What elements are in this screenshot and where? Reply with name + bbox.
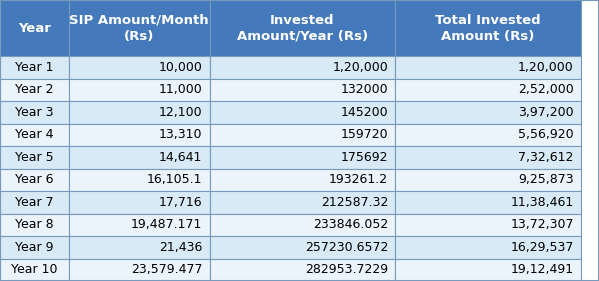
Text: Year 3: Year 3: [15, 106, 54, 119]
Text: 233846.052: 233846.052: [313, 218, 388, 231]
Bar: [69, 146, 210, 169]
Text: Invested
Amount/Year (Rs): Invested Amount/Year (Rs): [237, 13, 368, 43]
Text: 17,716: 17,716: [159, 196, 202, 209]
Bar: [395, 79, 581, 101]
Text: 12,100: 12,100: [159, 106, 202, 119]
Text: Year 4: Year 4: [15, 128, 54, 141]
Bar: [210, 0, 395, 56]
Text: 257230.6572: 257230.6572: [305, 241, 388, 254]
Bar: [69, 191, 210, 214]
Bar: [0, 0, 69, 56]
Text: Year 8: Year 8: [15, 218, 54, 231]
Bar: [69, 259, 210, 281]
Bar: [395, 191, 581, 214]
Bar: [395, 146, 581, 169]
Bar: [210, 169, 395, 191]
Text: Total Invested
Amount (Rs): Total Invested Amount (Rs): [435, 13, 541, 43]
Bar: [69, 56, 210, 79]
Text: Year 7: Year 7: [15, 196, 54, 209]
Text: 1,20,000: 1,20,000: [332, 61, 388, 74]
Bar: [69, 0, 210, 56]
Text: 132000: 132000: [340, 83, 388, 96]
Text: 19,487.171: 19,487.171: [131, 218, 202, 231]
Bar: [395, 259, 581, 281]
Text: 159720: 159720: [340, 128, 388, 141]
Bar: [395, 214, 581, 236]
Text: Year: Year: [18, 22, 51, 35]
Bar: [395, 124, 581, 146]
Bar: [0, 79, 69, 101]
Text: 145200: 145200: [340, 106, 388, 119]
Text: 13,310: 13,310: [159, 128, 202, 141]
Text: 19,12,491: 19,12,491: [511, 263, 574, 276]
Bar: [210, 101, 395, 124]
Text: 16,29,537: 16,29,537: [510, 241, 574, 254]
Text: SIP Amount/Month
(Rs): SIP Amount/Month (Rs): [69, 13, 209, 43]
Bar: [69, 169, 210, 191]
Bar: [395, 0, 581, 56]
Text: 2,52,000: 2,52,000: [518, 83, 574, 96]
Bar: [210, 191, 395, 214]
Bar: [69, 124, 210, 146]
Bar: [69, 236, 210, 259]
Bar: [210, 214, 395, 236]
Text: 1,20,000: 1,20,000: [518, 61, 574, 74]
Bar: [69, 79, 210, 101]
Text: Year 2: Year 2: [15, 83, 54, 96]
Text: 16,105.1: 16,105.1: [147, 173, 202, 186]
Bar: [210, 259, 395, 281]
Bar: [0, 214, 69, 236]
Text: 212587.32: 212587.32: [321, 196, 388, 209]
Bar: [395, 101, 581, 124]
Text: 9,25,873: 9,25,873: [518, 173, 574, 186]
Bar: [210, 236, 395, 259]
Bar: [0, 236, 69, 259]
Bar: [395, 236, 581, 259]
Bar: [395, 56, 581, 79]
Bar: [210, 56, 395, 79]
Text: 175692: 175692: [341, 151, 388, 164]
Text: 13,72,307: 13,72,307: [510, 218, 574, 231]
Text: 23,579.477: 23,579.477: [131, 263, 202, 276]
Bar: [0, 56, 69, 79]
Bar: [210, 124, 395, 146]
Text: 7,32,612: 7,32,612: [519, 151, 574, 164]
Text: Year 5: Year 5: [15, 151, 54, 164]
Bar: [69, 101, 210, 124]
Bar: [69, 214, 210, 236]
Bar: [0, 124, 69, 146]
Text: 11,38,461: 11,38,461: [510, 196, 574, 209]
Text: Year 9: Year 9: [15, 241, 54, 254]
Text: 14,641: 14,641: [159, 151, 202, 164]
Text: 3,97,200: 3,97,200: [518, 106, 574, 119]
Bar: [0, 101, 69, 124]
Bar: [210, 146, 395, 169]
Bar: [0, 191, 69, 214]
Bar: [0, 259, 69, 281]
Text: 21,436: 21,436: [159, 241, 202, 254]
Bar: [0, 169, 69, 191]
Text: Year 6: Year 6: [15, 173, 54, 186]
Text: 193261.2: 193261.2: [329, 173, 388, 186]
Text: Year 1: Year 1: [15, 61, 54, 74]
Bar: [210, 79, 395, 101]
Text: 11,000: 11,000: [159, 83, 202, 96]
Text: 282953.7229: 282953.7229: [305, 263, 388, 276]
Text: 10,000: 10,000: [159, 61, 202, 74]
Text: 5,56,920: 5,56,920: [518, 128, 574, 141]
Bar: [395, 169, 581, 191]
Bar: [0, 146, 69, 169]
Text: Year 10: Year 10: [11, 263, 58, 276]
